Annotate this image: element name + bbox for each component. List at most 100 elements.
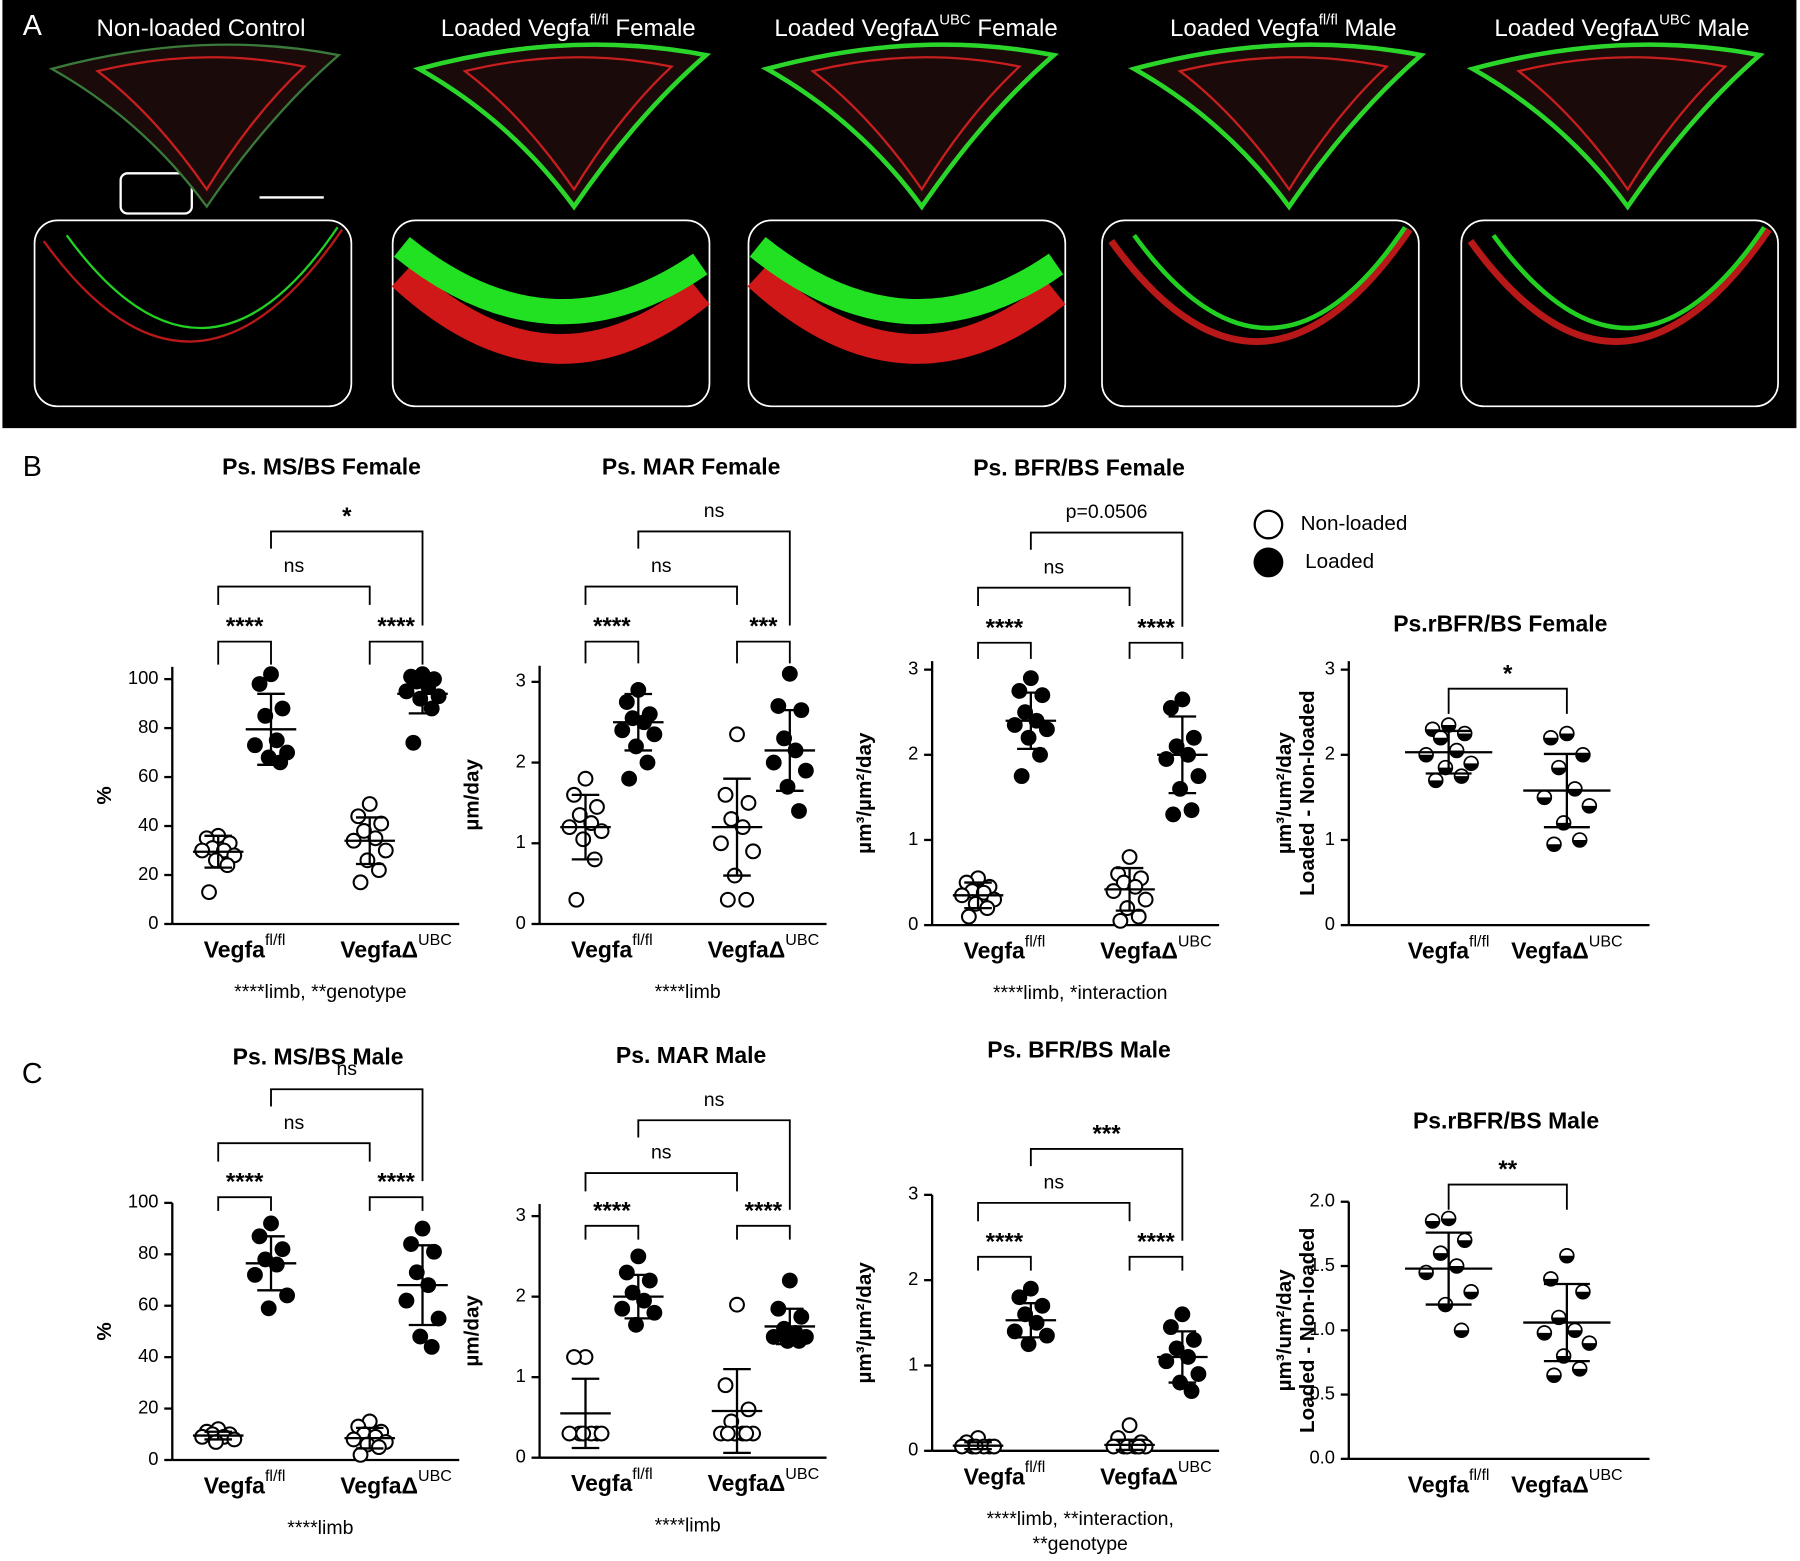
x-tick-label: Vegfafl/fl: [204, 1467, 286, 1498]
data-point: [641, 1272, 658, 1289]
y-tick-label: 40: [138, 1345, 158, 1366]
image-title: Loaded VegfaΔUBC Female: [774, 12, 1057, 43]
chart-title: Ps. MS/BS Male: [233, 1043, 404, 1069]
point-fill: [1464, 1291, 1479, 1299]
significance-label: ns: [651, 555, 672, 577]
sd-bar: [624, 1273, 653, 1320]
statistics-note: ****limb, **interaction,: [986, 1508, 1174, 1530]
text-part: VegfaΔ: [1511, 1471, 1589, 1497]
sd-bar: [964, 1441, 992, 1451]
image-title: Loaded Vegfafl/fl Female: [441, 12, 696, 43]
sd-bar: [1543, 1282, 1590, 1363]
data-point: [1022, 1280, 1039, 1297]
data-point: [960, 908, 977, 925]
sd-bar: [1017, 1302, 1045, 1339]
data-point: [791, 1333, 807, 1349]
data-point: [1575, 1283, 1591, 1300]
text-part: UBC: [1178, 933, 1212, 951]
point-fill: [1537, 1332, 1552, 1340]
sd-bar: [964, 881, 992, 910]
zoom-green: [1132, 225, 1407, 331]
data-point: [614, 722, 631, 739]
text-part: Female: [609, 15, 696, 42]
text-part: Loaded Vegfa: [441, 15, 590, 42]
y-tick-label: 3: [516, 670, 526, 691]
data-point: [646, 726, 663, 743]
significance-label: ****: [745, 1197, 783, 1224]
data-point: [717, 786, 734, 803]
zoom-box: [1101, 219, 1420, 408]
point-fill: [1433, 1253, 1448, 1261]
significance-label: *: [1503, 660, 1513, 687]
y-tick-label: 2: [516, 1284, 526, 1305]
sd-bar: [257, 1235, 285, 1292]
significance-bracket: [1128, 641, 1184, 659]
bone-section-inner: [810, 56, 1022, 192]
text-part: Male: [1338, 15, 1397, 42]
sd-bar: [1017, 691, 1045, 750]
zoom-green: [1491, 225, 1767, 331]
data-point: [1105, 883, 1122, 899]
point-fill: [1457, 1240, 1472, 1248]
data-point: [575, 831, 592, 848]
significance-label: ns: [704, 1089, 725, 1111]
data-point: [1456, 725, 1473, 742]
significance-label: ****: [377, 613, 415, 640]
data-point: [781, 1272, 798, 1289]
point-fill: [1572, 1368, 1587, 1376]
statistics-note: ****limb: [287, 1517, 353, 1539]
x-tick-label: Vegfafl/fl: [571, 931, 653, 962]
y-axis-label: Loaded - Non-loaded: [1296, 690, 1319, 895]
y-tick-label: 3: [908, 1183, 918, 1204]
sd-bar: [1168, 715, 1197, 795]
data-point: [1011, 683, 1028, 699]
data-point: [1536, 789, 1553, 806]
data-point: [1424, 1213, 1441, 1229]
data-point: [405, 734, 422, 751]
significance-bracket: [217, 585, 371, 605]
point-fill: [1543, 737, 1558, 745]
data-point: [414, 1220, 431, 1237]
significance-label: ****: [377, 1169, 415, 1196]
panel-label: C: [22, 1058, 43, 1090]
x-tick-label: Vegfafl/fl: [571, 1465, 653, 1496]
sd-bar: [723, 1367, 751, 1455]
sd-bar: [257, 692, 285, 766]
sd-bar: [1115, 866, 1144, 912]
significance-bracket: [217, 1142, 371, 1162]
sd-bar: [408, 673, 437, 715]
significance-label: ****: [226, 613, 264, 640]
data-point: [1185, 729, 1202, 746]
x-tick-label: VegfaΔUBC: [340, 931, 452, 962]
data-point: [791, 803, 807, 819]
text-part: Vegfa: [1408, 1471, 1469, 1497]
chart-title: Ps. BFR/BS Male: [987, 1036, 1171, 1062]
point-fill: [1559, 1255, 1574, 1263]
point-fill: [1457, 733, 1472, 741]
y-tick-label: 0: [908, 913, 918, 934]
data-point: [260, 1300, 277, 1317]
chart-title: Ps. MAR Female: [602, 453, 780, 479]
y-tick-label: 0: [516, 1446, 526, 1467]
data-point: [618, 694, 635, 710]
text-part: Vegfa: [204, 937, 265, 963]
y-tick-label: 100: [128, 1191, 159, 1212]
zoom-red: [42, 228, 344, 343]
image-title: Non-loaded Control: [97, 15, 306, 42]
data-point: [717, 1377, 734, 1394]
data-point: [361, 796, 378, 812]
point-fill: [1547, 844, 1561, 852]
data-point: [274, 700, 291, 717]
point-fill: [1582, 1343, 1597, 1351]
data-point: [1006, 1323, 1023, 1340]
data-point: [566, 1349, 582, 1365]
significance-bracket: [977, 1201, 1131, 1222]
data-point: [719, 891, 736, 908]
data-point: [412, 1328, 429, 1345]
point-fill: [1441, 1218, 1456, 1226]
y-tick-label: 1.0: [1309, 1318, 1335, 1339]
significance-label: *: [342, 503, 352, 530]
significance-bracket: [1447, 1183, 1568, 1210]
point-fill: [1464, 763, 1479, 771]
y-tick-label: 0: [516, 912, 526, 933]
